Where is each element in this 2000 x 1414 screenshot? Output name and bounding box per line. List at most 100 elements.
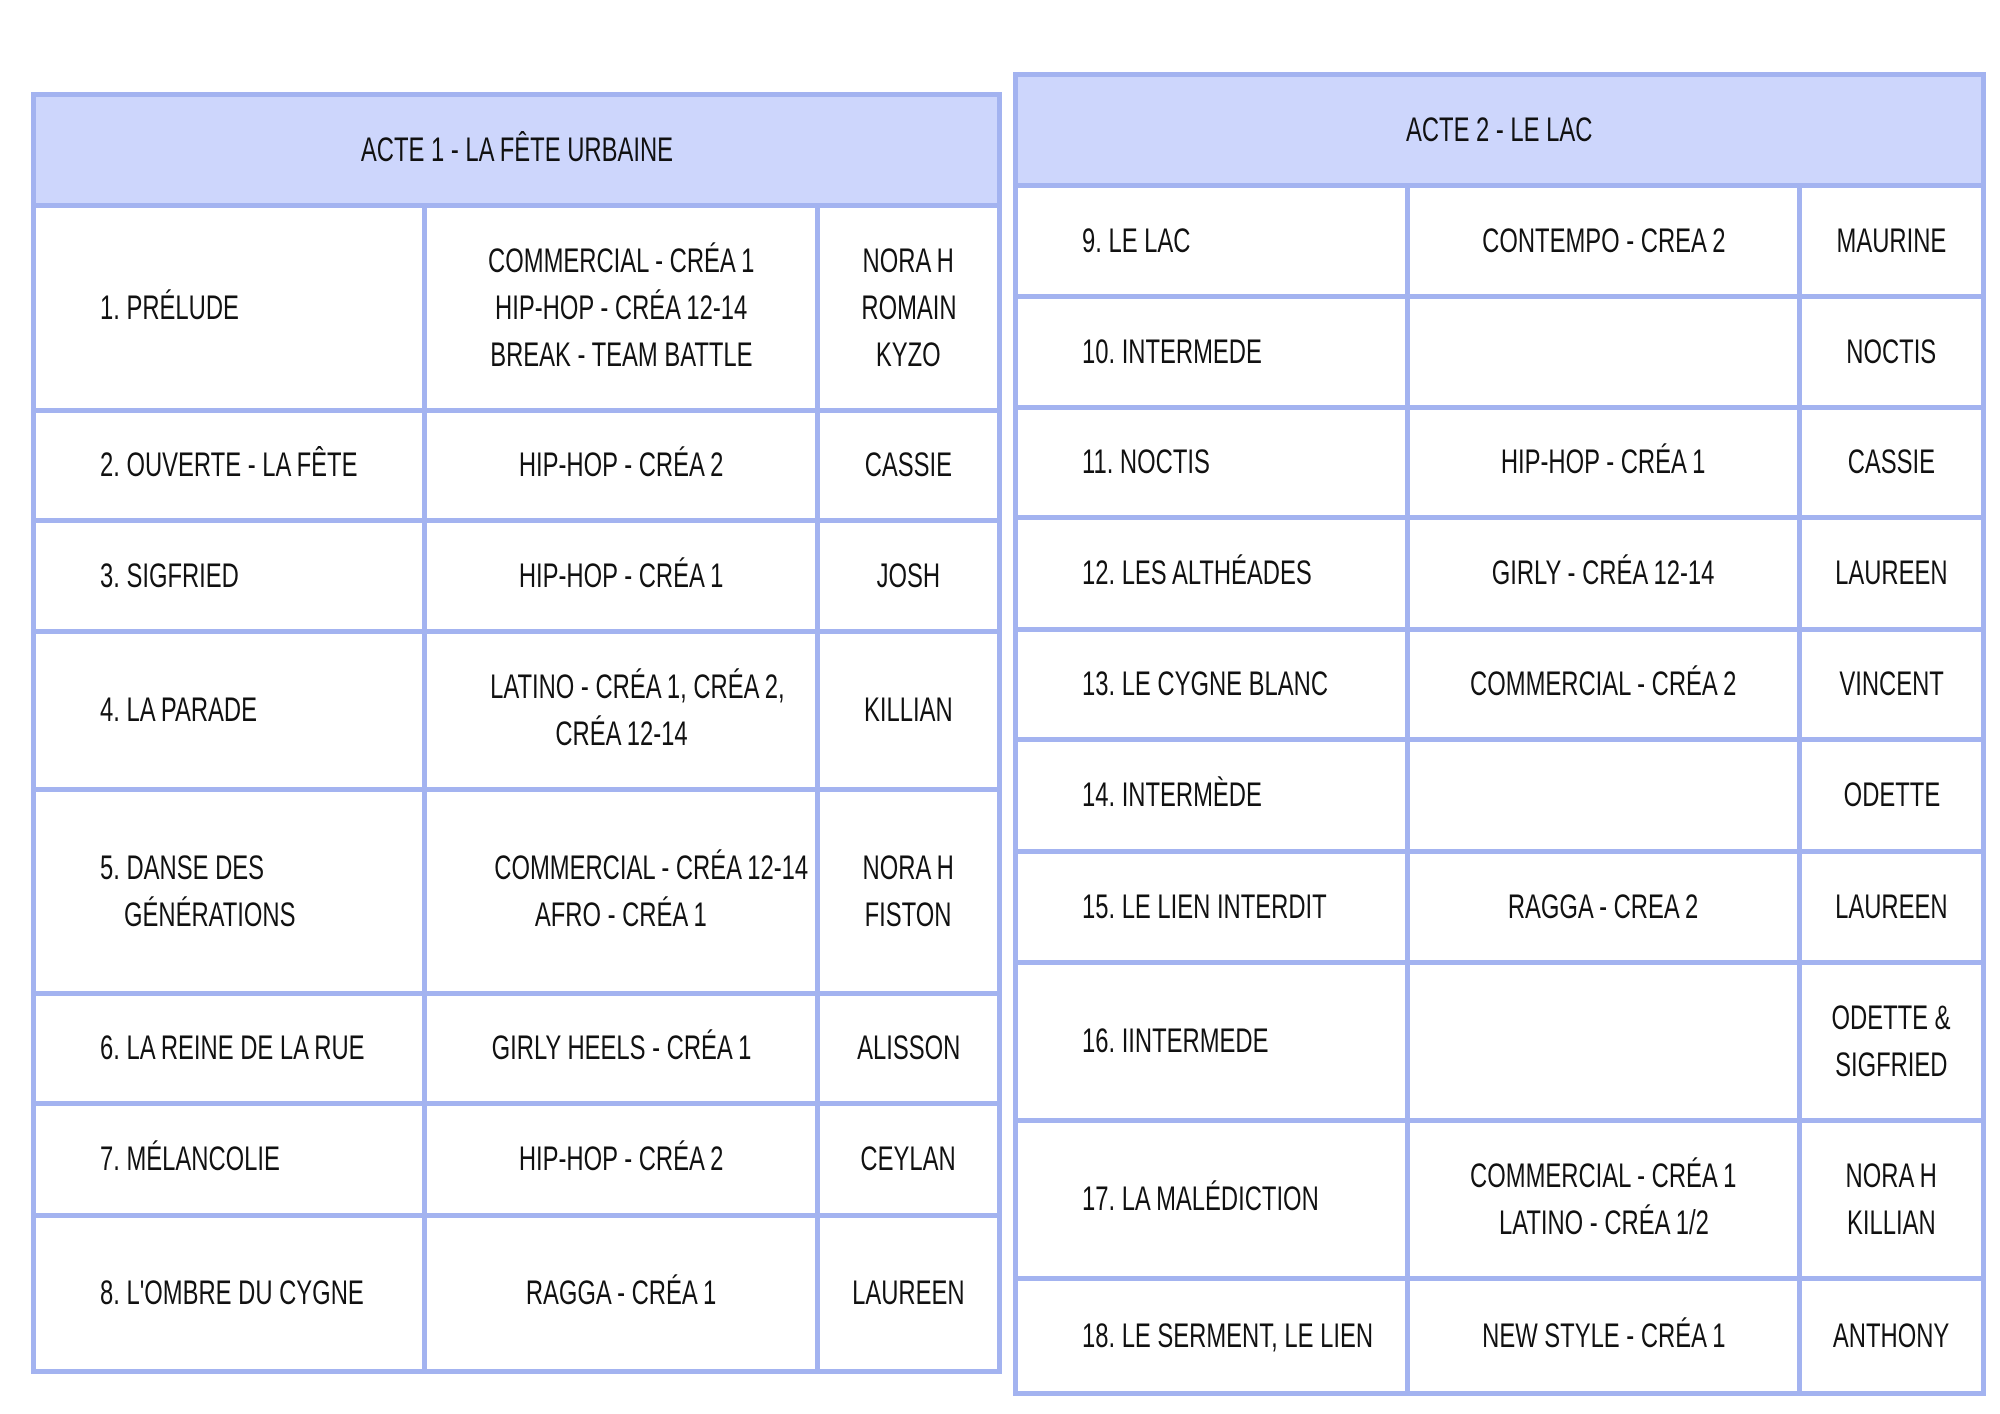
- dance-style: BREAK - TEAM BATTLE: [489, 335, 753, 374]
- dancer-cell: CASSIE: [1796, 405, 1987, 520]
- dance-style: LATINO - CRÉA 1, CRÉA 2,: [490, 667, 785, 706]
- dance-style: COMMERCIAL - CRÉA 12-14: [494, 848, 809, 887]
- dancer-name: LAUREEN: [852, 1274, 965, 1312]
- dance-style: GIRLY - CRÉA 12-14: [1492, 554, 1715, 592]
- scene-cell: 6. LA REINE DE LA RUE: [31, 991, 427, 1106]
- scene-title: 14. INTERMÈDE: [1082, 776, 1262, 814]
- style-cell: HIP-HOP - CRÉA 1: [422, 518, 820, 634]
- scene-title: 18. LE SERMENT, LE LIEN: [1082, 1316, 1374, 1355]
- style-cell: HIP-HOP - CRÉA 1: [1405, 405, 1802, 520]
- dance-style: HIP-HOP - CRÉA 1: [518, 556, 724, 595]
- dancer-cell: ANTHONY: [1796, 1276, 1987, 1396]
- dancer-name: VINCENT: [1839, 665, 1944, 703]
- dance-style: COMMERCIAL - CRÉA 1: [1470, 1156, 1737, 1195]
- act-title: ACTE 1 - LA FÊTE URBAINE: [360, 130, 673, 169]
- dancer-name: MAURINE: [1836, 221, 1947, 260]
- scene-title-cont: GÉNÉRATIONS: [124, 895, 296, 934]
- dance-style: CRÉA 12-14: [554, 714, 688, 753]
- scene-cell: 9. LE LAC: [1013, 183, 1410, 299]
- table-row: 1. PRÉLUDE COMMERCIAL - CRÉA 1 HIP-HOP - C…: [31, 203, 1002, 413]
- dancer-name: ALISSON: [856, 1029, 961, 1067]
- table-row: 7. MÉLANCOLIE HIP-HOP - CRÉA 2 CEYLAN: [31, 1101, 1002, 1218]
- dancer-cell: NORA H ROMAIN KYZO: [815, 203, 1002, 413]
- scene-title: 10. INTERMEDE: [1082, 332, 1262, 371]
- table-row: 18. LE SERMENT, LE LIEN NEW STYLE - CRÉA …: [1013, 1276, 1987, 1396]
- scene-cell: 18. LE SERMENT, LE LIEN: [1013, 1276, 1410, 1396]
- dancer-name: FISTON: [865, 895, 952, 934]
- style-cell: HIP-HOP - CRÉA 2: [422, 408, 820, 523]
- dancer-name: ODETTE &: [1831, 998, 1952, 1037]
- dancer-cell: MAURINE: [1796, 183, 1987, 299]
- scene-title: 5. DANSE DES: [100, 848, 265, 887]
- scene-title: 3. SIGFRIED: [100, 556, 239, 595]
- dance-style: HIP-HOP - CRÉA 2: [518, 446, 724, 484]
- scene-cell: 13. LE CYGNE BLANC: [1013, 627, 1410, 742]
- style-cell: NEW STYLE - CRÉA 1: [1405, 1276, 1802, 1396]
- style-cell: GIRLY - CRÉA 12-14: [1405, 515, 1802, 632]
- scene-cell: 1. PRÉLUDE: [31, 203, 427, 413]
- scene-cell: 14. INTERMÈDE: [1013, 737, 1410, 854]
- table-row: 11. NOCTIS HIP-HOP - CRÉA 1 CASSIE: [1013, 405, 1987, 520]
- act-2-table: ACTE 2 - LE LAC 9. LE LAC CONTEMPO - CREA…: [1012, 72, 1987, 1396]
- dance-style: CONTEMPO - CREA 2: [1481, 221, 1726, 260]
- act-title: ACTE 2 - LE LAC: [1406, 110, 1593, 149]
- scene-title: 13. LE CYGNE BLANC: [1082, 665, 1329, 703]
- scene-cell: 2. OUVERTE - LA FÊTE: [31, 408, 427, 523]
- scene-title: 2. OUVERTE - LA FÊTE: [100, 446, 358, 484]
- table-row: 13. LE CYGNE BLANC COMMERCIAL - CRÉA 2 VIN…: [1013, 627, 1987, 742]
- table-row: 3. SIGFRIED HIP-HOP - CRÉA 1 JOSH: [31, 518, 1002, 634]
- dance-style: NEW STYLE - CRÉA 1: [1481, 1316, 1726, 1355]
- dancer-name: ANTHONY: [1833, 1316, 1950, 1355]
- scene-cell: 15. LE LIEN INTERDIT: [1013, 849, 1410, 965]
- act-2-header: ACTE 2 - LE LAC: [1012, 72, 1987, 188]
- dance-style: HIP-HOP - CRÉA 1: [1501, 443, 1706, 481]
- style-cell: COMMERCIAL - CRÉA 12-14 AFRO - CRÉA 1: [422, 787, 820, 996]
- scene-cell: 5. DANSE DES GÉNÉRATIONS: [31, 787, 427, 996]
- dance-style: COMMERCIAL - CRÉA 1: [487, 241, 755, 280]
- dancer-name: NORA H: [862, 241, 955, 280]
- dancer-cell: VINCENT: [1796, 627, 1987, 742]
- dancer-name: CASSIE: [864, 446, 953, 484]
- table-row: 8. L'OMBRE DU CYGNE RAGGA - CRÉA 1 LAUREEN: [31, 1213, 1002, 1374]
- table-row: 4. LA PARADE LATINO - CRÉA 1, CRÉA 2, CRÉA…: [31, 629, 1002, 792]
- scene-title: 12. LES ALTHÉADES: [1082, 554, 1312, 592]
- style-cell: COMMERCIAL - CRÉA 1 LATINO - CRÉA 1/2: [1405, 1118, 1802, 1281]
- dancer-name: JOSH: [876, 556, 941, 595]
- dancer-name: NOCTIS: [1846, 332, 1937, 371]
- dancer-name: NORA H: [862, 848, 955, 887]
- dancer-name: KYZO: [876, 335, 941, 374]
- dance-style: HIP-HOP - CRÉA 12-14: [494, 288, 748, 327]
- dancer-name: SIGFRIED: [1835, 1045, 1948, 1084]
- table-row: 14. INTERMÈDE ODETTE: [1013, 737, 1987, 854]
- scene-cell: 17. LA MALÉDICTION: [1013, 1118, 1410, 1281]
- dancer-cell: ALISSON: [815, 991, 1002, 1106]
- scene-title: 4. LA PARADE: [100, 691, 257, 729]
- dancer-cell: ODETTE: [1796, 737, 1987, 854]
- table-row: 2. OUVERTE - LA FÊTE HIP-HOP - CRÉA 2 CASS…: [31, 408, 1002, 523]
- dancer-cell: LAUREEN: [1796, 849, 1987, 965]
- dance-style: AFRO - CRÉA 1: [535, 895, 707, 934]
- table-row: 15. LE LIEN INTERDIT RAGGA - CREA 2 LAUREE…: [1013, 849, 1987, 965]
- style-cell: COMMERCIAL - CRÉA 2: [1405, 627, 1802, 742]
- dance-style: LATINO - CRÉA 1/2: [1498, 1203, 1709, 1242]
- scene-title: 8. L'OMBRE DU CYGNE: [100, 1274, 364, 1312]
- dancer-name: CEYLAN: [860, 1140, 957, 1178]
- dancer-name: CASSIE: [1847, 443, 1936, 481]
- dancer-name: LAUREEN: [1835, 887, 1948, 926]
- table-row: 16. IINTERMEDE ODETTE & SIGFRIED: [1013, 960, 1987, 1123]
- dancer-cell: JOSH: [815, 518, 1002, 634]
- dancer-name: ROMAIN: [860, 288, 957, 327]
- scene-title: 16. IINTERMEDE: [1082, 1022, 1269, 1060]
- style-cell: [1405, 737, 1802, 854]
- dancer-cell: NOCTIS: [1796, 294, 1987, 410]
- style-cell: RAGGA - CRÉA 1: [422, 1213, 820, 1374]
- dance-style: COMMERCIAL - CRÉA 2: [1470, 665, 1737, 703]
- act-1-table: ACTE 1 - LA FÊTE URBAINE 1. PRÉLUDE COMME…: [31, 92, 1002, 1374]
- scene-title: 7. MÉLANCOLIE: [100, 1140, 280, 1178]
- dancer-cell: LAUREEN: [815, 1213, 1002, 1374]
- scene-cell: 12. LES ALTHÉADES: [1013, 515, 1410, 632]
- table-row: 6. LA REINE DE LA RUE GIRLY HEELS - CRÉA …: [31, 991, 1002, 1106]
- scene-title: 17. LA MALÉDICTION: [1082, 1180, 1319, 1218]
- dancer-name: KILLIAN: [864, 691, 953, 729]
- scene-cell: 11. NOCTIS: [1013, 405, 1410, 520]
